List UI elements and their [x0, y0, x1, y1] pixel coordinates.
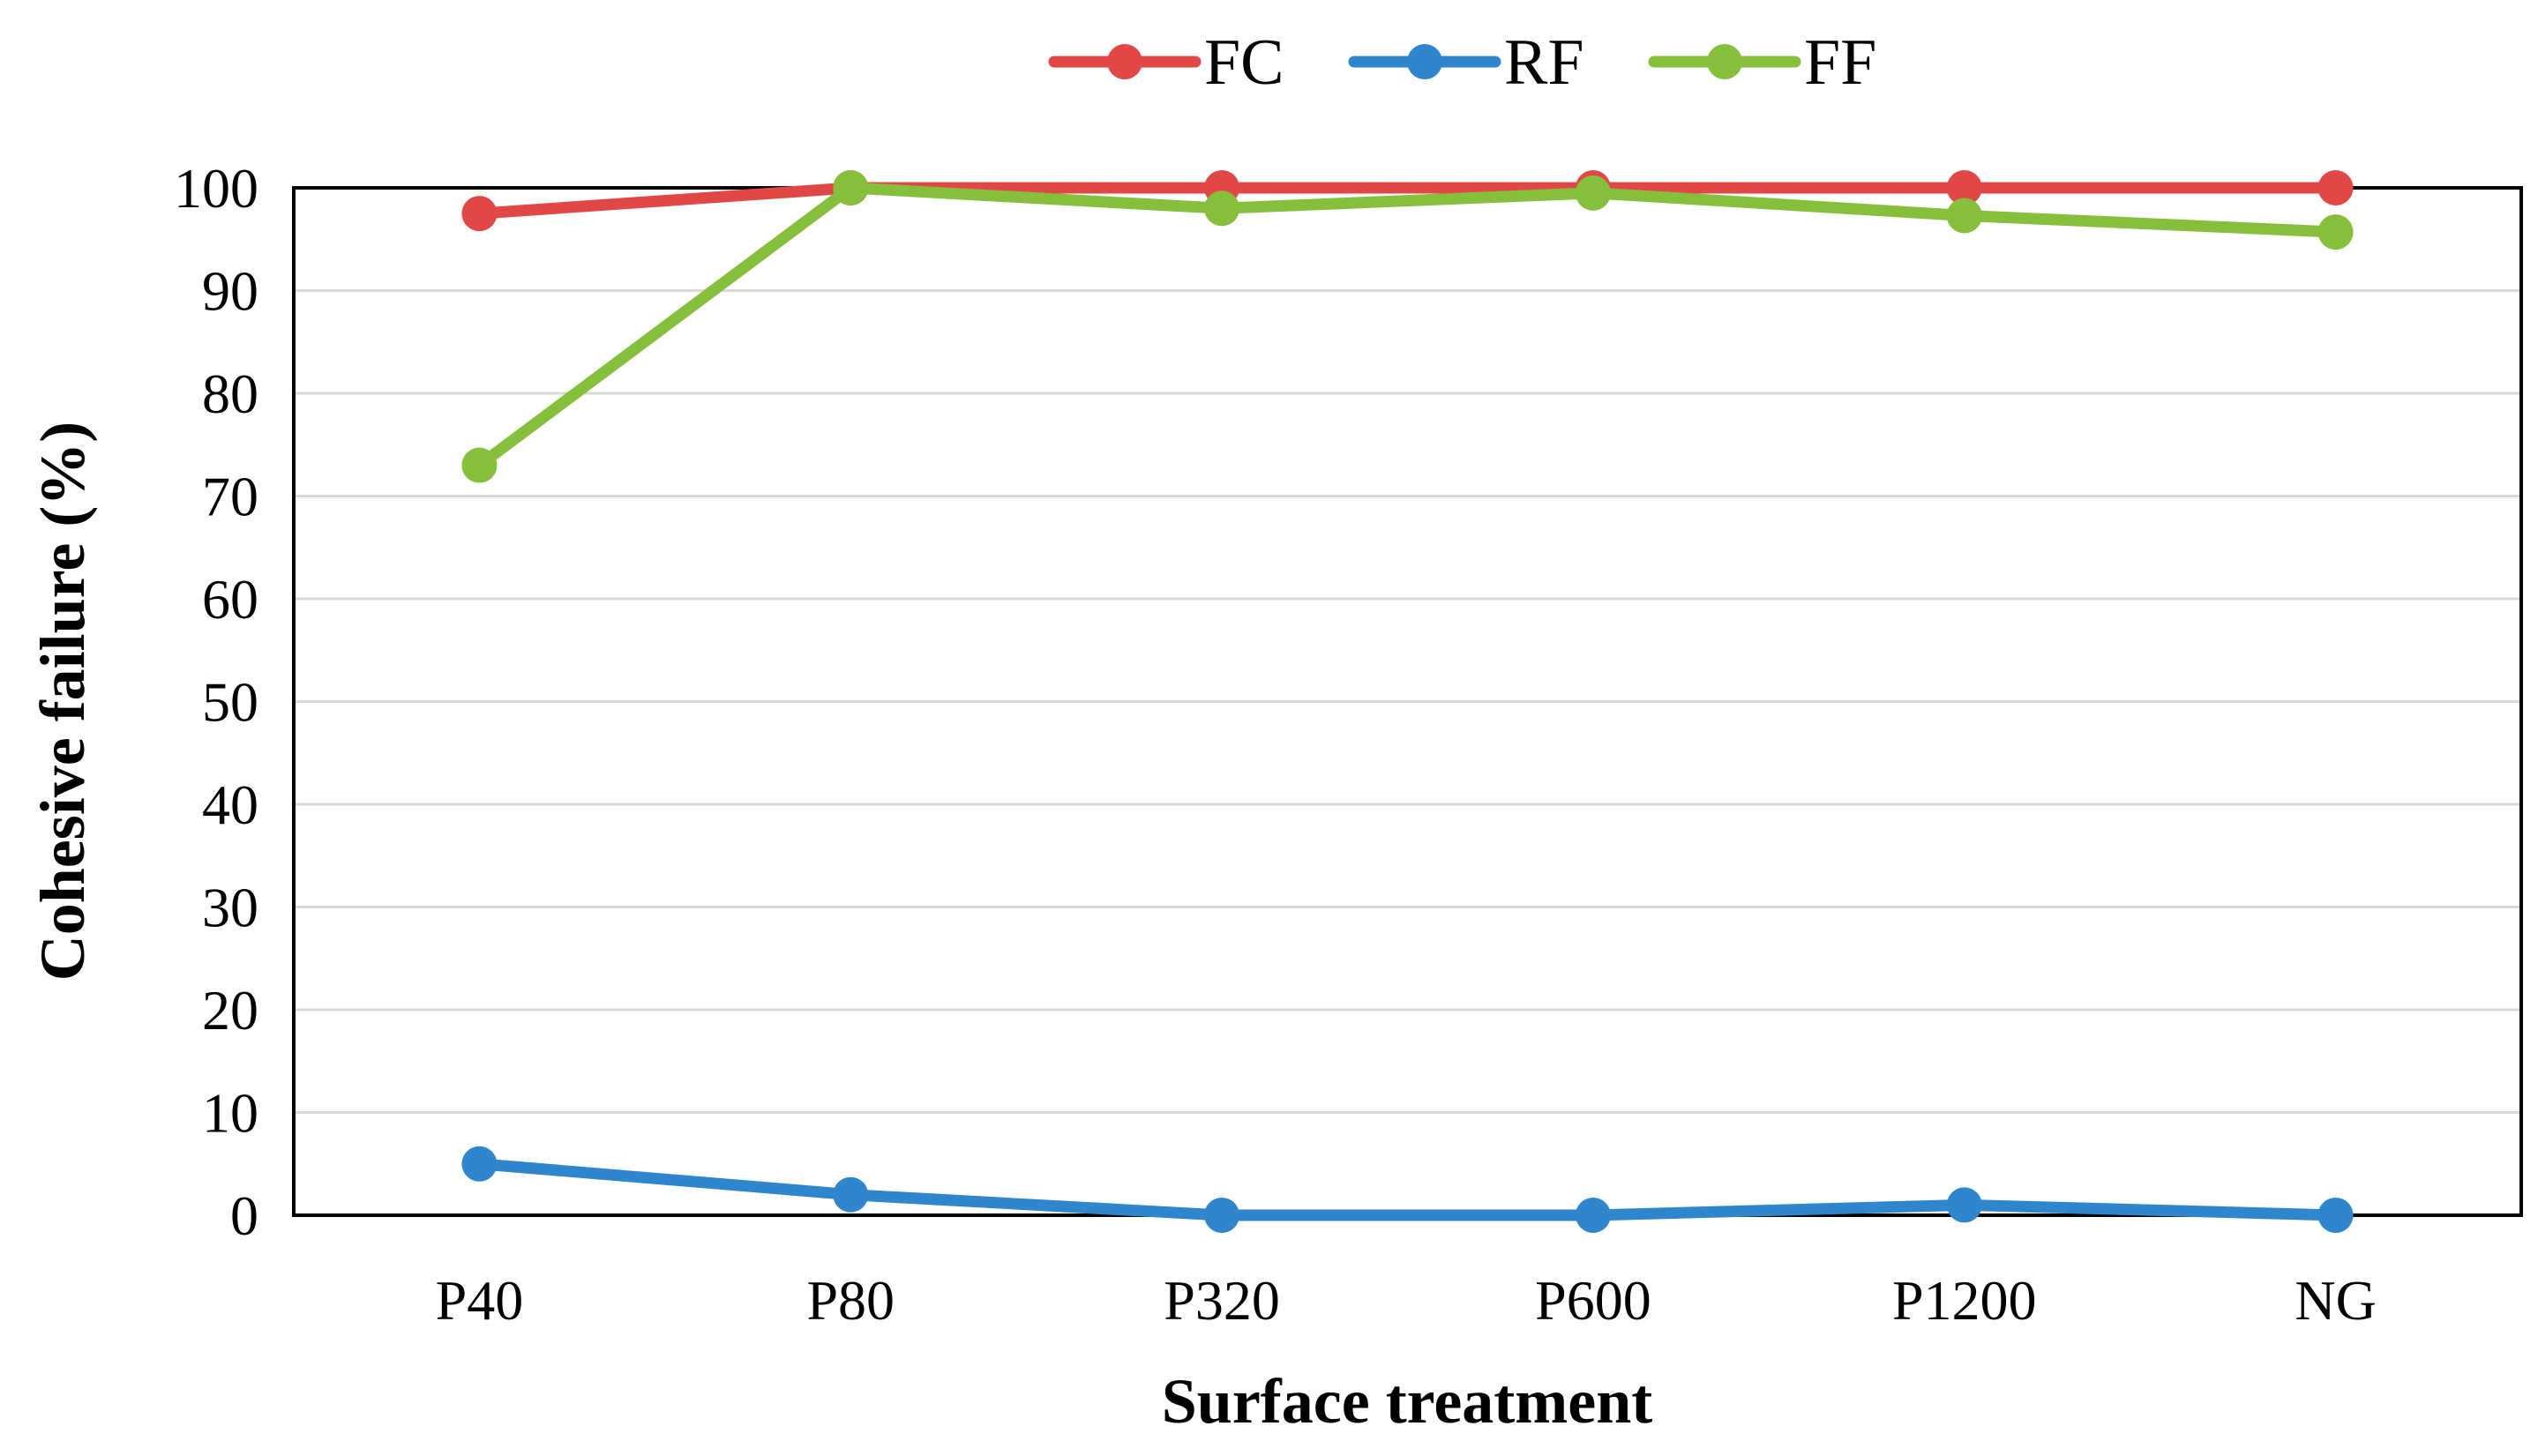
legend-label: RF: [1504, 26, 1584, 99]
y-tick-label: 90: [202, 260, 258, 323]
data-point-rf: [1946, 1187, 1982, 1223]
legend-swatch-marker: [1707, 44, 1742, 79]
series-line-ff: [473, 182, 2342, 472]
series-rf: [461, 1146, 2354, 1233]
data-point-fc: [461, 196, 498, 232]
x-tick-label: P80: [806, 1269, 895, 1332]
series-group: [461, 170, 2354, 1233]
data-point-ff: [1204, 190, 1240, 227]
legend-item-rf: RF: [1348, 26, 1584, 99]
x-tick-label: P320: [1164, 1269, 1280, 1332]
legend-item-fc: FC: [1048, 26, 1284, 99]
y-tick-label: 40: [202, 773, 258, 836]
x-axis-title: Surface treatment: [1162, 1366, 1652, 1437]
data-point-ff: [461, 447, 498, 483]
x-tick-label: P600: [1535, 1269, 1651, 1332]
legend-label: FF: [1804, 26, 1876, 99]
data-point-ff: [1946, 198, 1982, 234]
gridlines: [294, 289, 2521, 1114]
x-axis-ticks: P40 P80 P320 P600 P1200 NG: [436, 1269, 2377, 1332]
legend-swatch-marker: [1407, 44, 1442, 79]
data-point-rf: [1204, 1198, 1240, 1233]
x-tick-label: P40: [436, 1269, 524, 1332]
data-point-rf: [2317, 1198, 2354, 1233]
data-point-rf: [1575, 1198, 1611, 1233]
data-point-fc: [2317, 170, 2354, 205]
series-ff: [461, 170, 2354, 483]
y-axis-ticks: 0 10 20 30 40 50 60 70 80 90 100: [174, 157, 258, 1247]
x-tick-label: P1200: [1892, 1269, 2037, 1332]
y-tick-label: 10: [202, 1082, 258, 1145]
y-tick-label: 100: [174, 157, 258, 220]
y-tick-label: 30: [202, 877, 258, 939]
x-tick-label: NG: [2295, 1269, 2376, 1332]
y-axis-title: Cohesive failure (%): [27, 422, 98, 982]
legend-item-ff: FF: [1648, 26, 1876, 99]
y-tick-label: 20: [202, 979, 258, 1042]
series-line-fc: [473, 182, 2342, 220]
data-point-ff: [833, 170, 869, 205]
data-point-rf: [461, 1146, 498, 1182]
y-tick-label: 60: [202, 568, 258, 631]
y-tick-label: 70: [202, 466, 258, 528]
legend: FC RF FF: [1048, 26, 1876, 99]
y-tick-label: 80: [202, 362, 258, 425]
series-line-rf: [473, 1158, 2342, 1221]
data-point-rf: [833, 1176, 869, 1213]
data-point-ff: [2317, 214, 2354, 250]
y-tick-label: 50: [202, 671, 258, 734]
y-tick-label: 0: [230, 1184, 258, 1247]
data-point-ff: [1575, 175, 1611, 211]
legend-swatch-marker: [1107, 44, 1142, 79]
data-point-fc: [1946, 170, 1982, 205]
legend-label: FC: [1204, 26, 1284, 99]
